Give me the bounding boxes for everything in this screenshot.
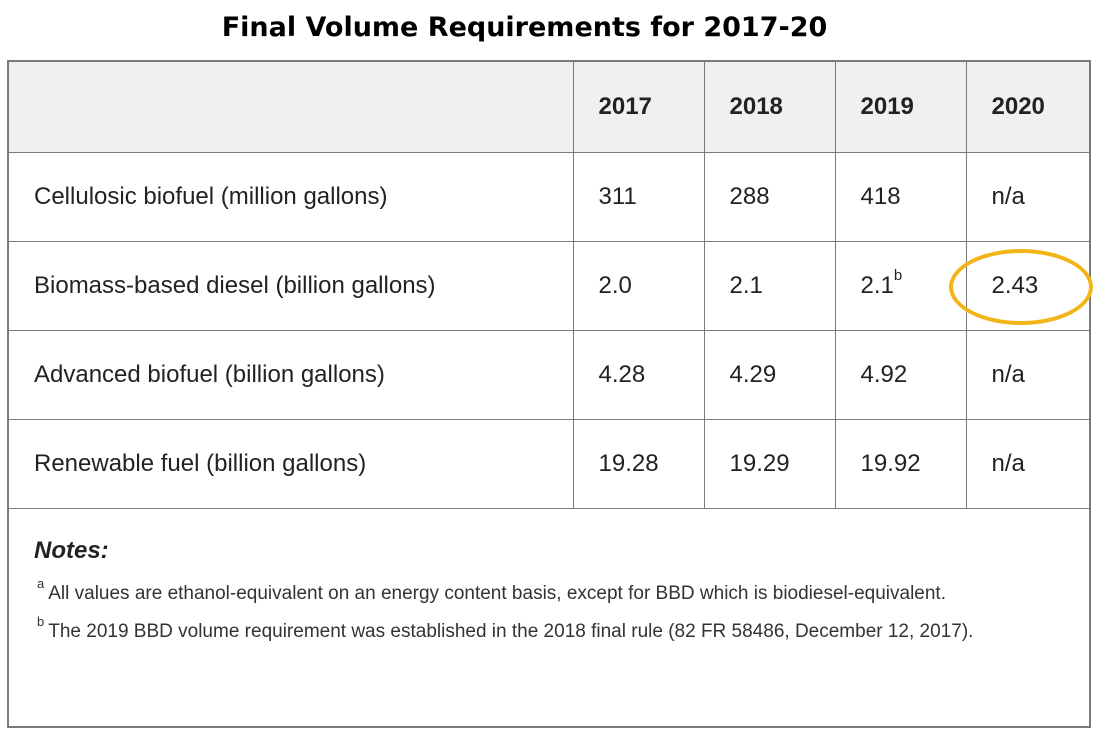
table-row: Biomass-based diesel (billion gallons) 2… <box>9 240 1089 331</box>
table-cell: 2.0 <box>572 240 705 331</box>
header-cell-2019: 2019 <box>834 62 967 153</box>
note-text: All values are ethanol-equivalent on an … <box>48 582 946 604</box>
header-cell-blank <box>9 62 574 153</box>
cell-value: 2.1 <box>860 271 894 299</box>
table-cell: 4.92 <box>834 329 967 420</box>
footnote-marker: b <box>893 266 903 284</box>
table-row: Cellulosic biofuel (million gallons) 311… <box>9 151 1089 242</box>
row-label: Cellulosic biofuel (million gallons) <box>9 151 574 242</box>
table-cell: n/a <box>965 418 1089 509</box>
table-cell: n/a <box>965 151 1089 242</box>
table-cell: 19.92 <box>834 418 967 509</box>
table-cell-highlighted: 2.43 <box>965 240 1089 331</box>
table-cell: n/a <box>965 329 1089 420</box>
table-cell: 2.1b <box>834 240 967 331</box>
notes-title: Notes: <box>34 536 109 564</box>
page-title: Final Volume Requirements for 2017-20 <box>221 12 828 43</box>
table-cell: 19.29 <box>703 418 836 509</box>
requirements-table: 2017 2018 2019 2020 Cellulosic biofuel (… <box>9 62 1089 509</box>
row-label: Biomass-based diesel (billion gallons) <box>9 240 574 331</box>
header-cell-2017: 2017 <box>572 62 705 153</box>
table-cell: 19.28 <box>572 418 705 509</box>
table-cell: 2.1 <box>703 240 836 331</box>
table-cell: 311 <box>572 151 705 242</box>
table-header-row: 2017 2018 2019 2020 <box>9 62 1089 153</box>
note-marker: a <box>37 576 45 592</box>
table-cell: 288 <box>703 151 836 242</box>
table-row: Renewable fuel (billion gallons) 19.28 1… <box>9 418 1089 509</box>
table-cell: 418 <box>834 151 967 242</box>
note-marker: b <box>37 614 45 630</box>
header-cell-2020: 2020 <box>965 62 1089 153</box>
requirements-table-container: 2017 2018 2019 2020 Cellulosic biofuel (… <box>7 60 1091 728</box>
note-item: a All values are ethanol-equivalent on an… <box>34 577 1089 605</box>
note-item: b The 2019 BBD volume requirement was est… <box>34 615 1089 643</box>
notes-section: Notes: a All values are ethanol-equivalen… <box>9 509 1089 643</box>
table-cell: 4.28 <box>572 329 705 420</box>
row-label: Advanced biofuel (billion gallons) <box>9 329 574 420</box>
row-label: Renewable fuel (billion gallons) <box>9 418 574 509</box>
note-text: The 2019 BBD volume requirement was esta… <box>48 620 974 642</box>
table-row: Advanced biofuel (billion gallons) 4.28 … <box>9 329 1089 420</box>
table-cell: 4.29 <box>703 329 836 420</box>
header-cell-2018: 2018 <box>703 62 836 153</box>
